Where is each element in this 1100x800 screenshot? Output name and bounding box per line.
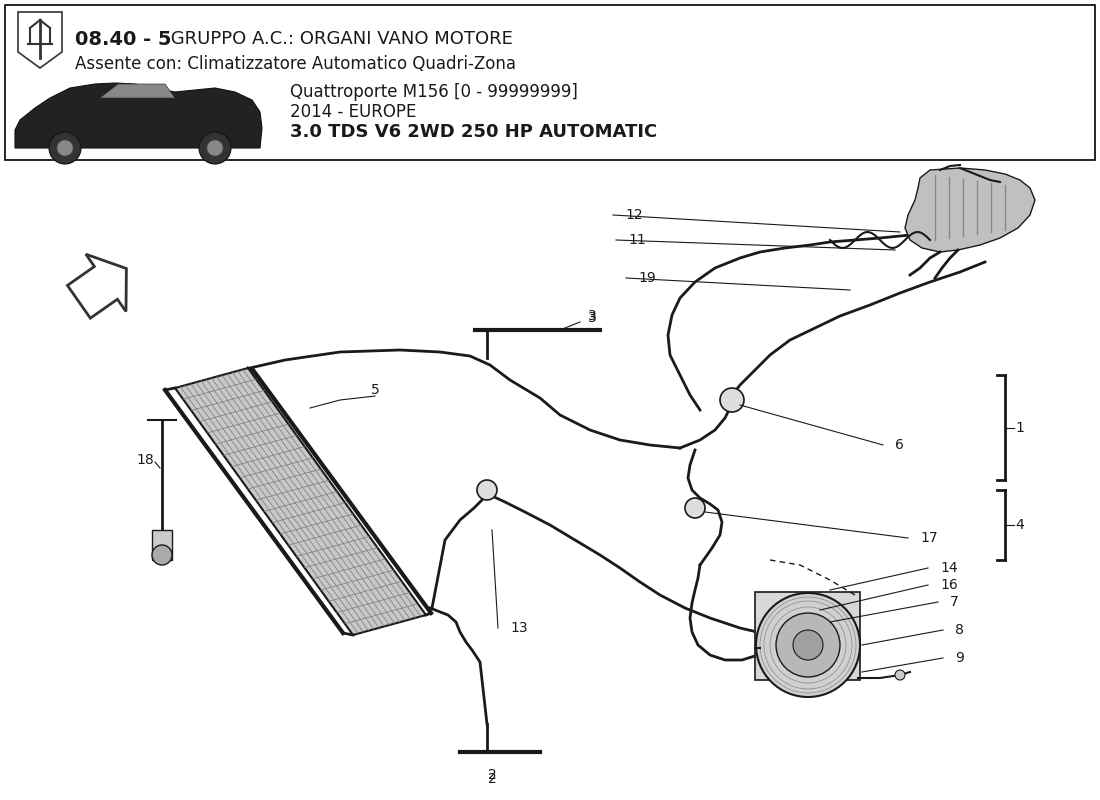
Text: 2: 2	[487, 768, 496, 782]
Polygon shape	[905, 168, 1035, 252]
Text: 08.40 - 5: 08.40 - 5	[75, 30, 172, 49]
Polygon shape	[100, 84, 175, 98]
Text: 18: 18	[136, 453, 154, 467]
Circle shape	[895, 670, 905, 680]
Text: 5: 5	[371, 383, 380, 397]
Circle shape	[756, 593, 860, 697]
Text: 3: 3	[588, 309, 596, 323]
Text: 9: 9	[955, 651, 964, 665]
Bar	[10, 80, 260, 152]
Text: 13: 13	[510, 621, 528, 635]
Polygon shape	[755, 592, 860, 680]
Text: GRUPPO A.C.: ORGANI VANO MOTORE: GRUPPO A.C.: ORGANI VANO MOTORE	[165, 30, 513, 48]
Text: 12: 12	[625, 208, 642, 222]
Text: 4: 4	[1015, 518, 1024, 532]
Bar	[6, 5, 1094, 160]
Polygon shape	[18, 12, 62, 68]
Text: 11: 11	[628, 233, 646, 247]
Text: 8: 8	[955, 623, 964, 637]
Text: 2: 2	[487, 772, 496, 786]
Text: 2014 - EUROPE: 2014 - EUROPE	[290, 103, 417, 121]
Circle shape	[57, 140, 73, 156]
Text: 3.0 TDS V6 2WD 250 HP AUTOMATIC: 3.0 TDS V6 2WD 250 HP AUTOMATIC	[290, 123, 658, 141]
Polygon shape	[67, 254, 126, 318]
Text: 6: 6	[895, 438, 904, 452]
Circle shape	[776, 613, 840, 677]
Circle shape	[685, 498, 705, 518]
Circle shape	[720, 388, 744, 412]
Text: 14: 14	[940, 561, 958, 575]
Text: Assente con: Climatizzatore Automatico Quadri-Zona: Assente con: Climatizzatore Automatico Q…	[75, 55, 516, 73]
Bar	[152, 530, 172, 560]
Polygon shape	[15, 83, 262, 148]
Circle shape	[477, 480, 497, 500]
Circle shape	[199, 132, 231, 164]
Text: 17: 17	[920, 531, 937, 545]
Text: 1: 1	[1015, 421, 1024, 435]
Circle shape	[50, 132, 81, 164]
Text: 3: 3	[588, 311, 596, 325]
Circle shape	[152, 545, 172, 565]
Circle shape	[793, 630, 823, 660]
Polygon shape	[175, 368, 426, 635]
Text: 19: 19	[638, 271, 656, 285]
Circle shape	[207, 140, 223, 156]
Text: 16: 16	[940, 578, 958, 592]
Text: 7: 7	[950, 595, 959, 609]
Text: Quattroporte M156 [0 - 99999999]: Quattroporte M156 [0 - 99999999]	[290, 83, 578, 101]
